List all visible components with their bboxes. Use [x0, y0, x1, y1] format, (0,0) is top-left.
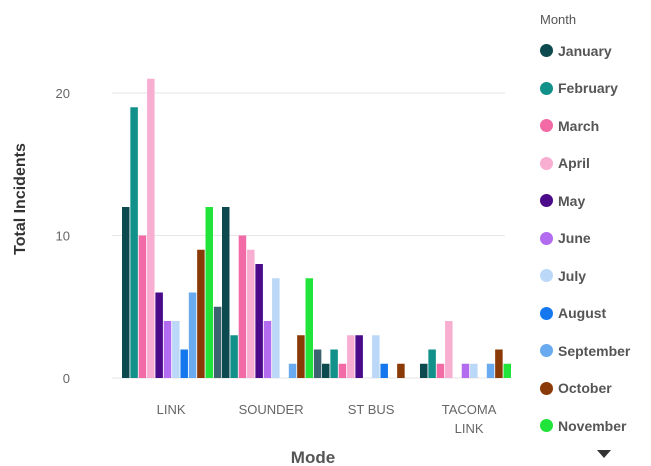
x-tick-label: SOUNDER: [239, 402, 304, 417]
legend-label: October: [558, 380, 612, 397]
bar[interactable]: [436, 363, 445, 378]
legend-item[interactable]: February: [540, 70, 651, 108]
legend-swatch: [540, 194, 553, 208]
bar[interactable]: [205, 207, 214, 378]
bar[interactable]: [313, 349, 322, 379]
legend-label: May: [558, 192, 586, 209]
bar[interactable]: [338, 363, 347, 378]
legend-swatch: [540, 119, 553, 133]
y-tick-label: 20: [56, 86, 70, 101]
legend-label: November: [558, 417, 627, 434]
bar[interactable]: [188, 292, 197, 379]
bar[interactable]: [255, 264, 263, 378]
legend-item[interactable]: July: [540, 257, 651, 295]
bar-chart: 0 10 20 Total Incidents LINK SOUNDER ST BUS TAC…: [12, 78, 512, 466]
legend-item[interactable]: August: [540, 295, 651, 333]
bar[interactable]: [238, 235, 247, 379]
legend-label: June: [558, 230, 591, 247]
legend-label: February: [558, 80, 618, 97]
legend-label: July: [558, 267, 587, 284]
y-tick-label: 0: [63, 371, 70, 386]
legend-item[interactable]: April: [540, 145, 651, 183]
bar[interactable]: [503, 363, 512, 378]
bar[interactable]: [272, 278, 280, 378]
legend-item[interactable]: March: [540, 107, 651, 145]
legend-swatch: [540, 381, 553, 395]
bar[interactable]: [180, 349, 188, 379]
legend-item[interactable]: September: [540, 332, 651, 370]
bar[interactable]: [297, 335, 305, 378]
legend-swatch: [540, 344, 553, 358]
x-tick-label: TACOMA: [442, 402, 497, 417]
legend-item[interactable]: October: [540, 370, 651, 408]
bar[interactable]: [147, 78, 155, 378]
bar[interactable]: [445, 321, 453, 378]
bar[interactable]: [372, 335, 380, 378]
bar[interactable]: [322, 363, 330, 378]
bar[interactable]: [155, 292, 163, 379]
bar[interactable]: [263, 321, 272, 378]
bar[interactable]: [247, 249, 255, 378]
legend-swatch: [540, 231, 553, 245]
legend-swatch: [540, 269, 553, 283]
legend-swatch: [540, 419, 553, 433]
legend-swatch: [540, 156, 553, 170]
bar[interactable]: [122, 207, 130, 378]
legend-swatch: [540, 306, 553, 320]
bar[interactable]: [380, 363, 388, 378]
bar[interactable]: [461, 363, 470, 378]
legend-item[interactable]: May: [540, 182, 651, 220]
legend-label: August: [558, 305, 607, 322]
legend-item[interactable]: November: [540, 407, 651, 445]
legend-swatch: [540, 44, 553, 58]
x-tick-label: LINK: [455, 421, 484, 436]
legend: Month January February March April May June Ju…: [540, 8, 651, 445]
legend-label: April: [558, 155, 590, 172]
legend-label: September: [558, 342, 631, 359]
bar[interactable]: [197, 249, 205, 378]
bar[interactable]: [347, 335, 355, 378]
bar[interactable]: [230, 335, 238, 378]
bar[interactable]: [163, 321, 172, 378]
bar[interactable]: [486, 363, 495, 378]
x-tick-label: ST BUS: [348, 402, 395, 417]
legend-label: March: [558, 117, 600, 134]
bar[interactable]: [355, 335, 363, 378]
bar[interactable]: [172, 321, 180, 378]
legend-swatch: [540, 81, 553, 95]
chevron-down-icon[interactable]: [597, 450, 611, 458]
bar[interactable]: [213, 306, 222, 378]
bar[interactable]: [222, 207, 230, 378]
legend-item[interactable]: June: [540, 220, 651, 258]
bar[interactable]: [288, 363, 297, 378]
bar[interactable]: [428, 349, 436, 379]
bar[interactable]: [130, 107, 138, 378]
y-tick-label: 10: [56, 229, 70, 244]
bar[interactable]: [305, 278, 314, 378]
y-axis-title: Total Incidents: [12, 143, 29, 255]
bar[interactable]: [495, 349, 503, 379]
x-tick-label: LINK: [157, 402, 186, 417]
bar[interactable]: [397, 363, 405, 378]
legend-items: January February March April May June July Augu…: [540, 32, 651, 445]
bar[interactable]: [138, 235, 147, 379]
legend-title: Month: [540, 12, 577, 27]
legend-label: January: [558, 42, 612, 59]
x-axis-title: Mode: [291, 448, 335, 466]
legend-item[interactable]: January: [540, 32, 651, 70]
bar[interactable]: [330, 349, 338, 379]
bar[interactable]: [470, 363, 478, 378]
bar[interactable]: [420, 363, 428, 378]
